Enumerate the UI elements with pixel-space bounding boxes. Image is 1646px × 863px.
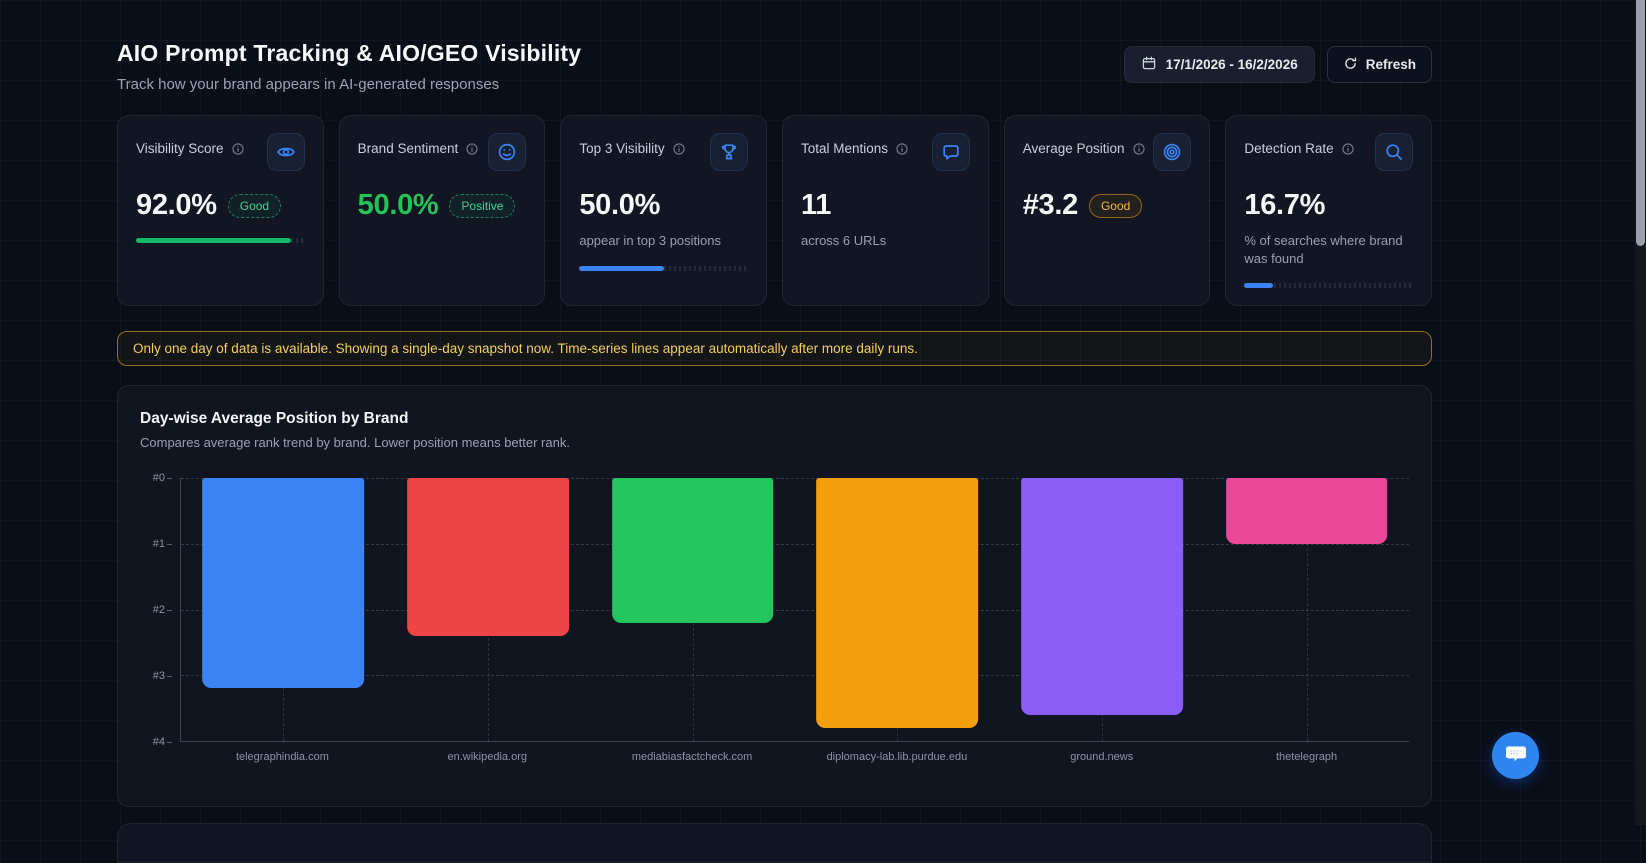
horizontal-gridline xyxy=(181,478,1409,480)
next-section-card xyxy=(117,823,1432,863)
chart-card: Day-wise Average Position by Brand Compa… xyxy=(117,385,1432,808)
metric-value: 92.0% xyxy=(136,189,217,221)
metric-label: Visibility Score xyxy=(136,141,224,156)
info-icon[interactable] xyxy=(895,142,909,156)
metric-card-visibility-score: Visibility Score 92.0% Good xyxy=(117,115,324,307)
bar-diplomacy-lab-lib-purdue-edu[interactable] xyxy=(816,478,979,728)
x-axis-label: en.wikipedia.org xyxy=(447,751,527,764)
bar-thetelegraph[interactable] xyxy=(1225,478,1388,544)
metric-value: 50.0% xyxy=(357,189,439,221)
chart-plot-area xyxy=(180,478,1409,743)
y-tick-label: #3 xyxy=(153,670,172,682)
bar-telegraphindia-com[interactable] xyxy=(202,478,365,689)
metric-label: Average Position xyxy=(1022,141,1125,156)
horizontal-gridline xyxy=(181,609,1409,611)
scrollbar-track[interactable] xyxy=(1635,0,1646,825)
chart-title: Day-wise Average Position by Brand xyxy=(140,410,409,428)
trophy-icon xyxy=(710,133,749,171)
refresh-icon xyxy=(1343,56,1358,74)
metric-value: 16.7% xyxy=(1244,189,1326,221)
dashboard: AIO Prompt Tracking & AIO/GEO Visibility… xyxy=(117,0,1433,863)
info-icon[interactable] xyxy=(672,142,686,156)
metric-subtitle: % of searches where brand was found xyxy=(1244,233,1403,266)
vertical-gridline xyxy=(1306,478,1308,742)
chat-fab-button[interactable] xyxy=(1492,732,1539,779)
x-axis-label: telegraphindia.com xyxy=(235,751,329,764)
metric-progress-bar xyxy=(579,265,749,271)
y-tick-label: #1 xyxy=(153,538,172,550)
metric-progress-bar xyxy=(1244,283,1414,289)
metric-label: Detection Rate xyxy=(1244,141,1334,156)
metric-progress-bar xyxy=(136,238,305,243)
info-icon[interactable] xyxy=(1132,142,1146,156)
x-axis: telegraphindia.com en.wikipedia.org mediab… xyxy=(180,751,1409,763)
metric-card-total-mentions: Total Mentions 11 across 6 URLs xyxy=(782,115,989,307)
metric-label: Top 3 Visibility xyxy=(579,141,665,156)
bar-ground-news[interactable] xyxy=(1021,478,1183,715)
metric-card-average-position: Average Position #3.2 Good xyxy=(1003,115,1211,307)
bar-mediabiasfactcheck-com[interactable] xyxy=(611,478,774,623)
metric-label: Total Mentions xyxy=(801,141,889,156)
refresh-label: Refresh xyxy=(1365,57,1416,72)
status-badge: Positive xyxy=(449,193,516,218)
page-subtitle: Track how your brand appears in AI-gener… xyxy=(117,76,500,93)
metric-value: 11 xyxy=(801,189,832,221)
page-title: AIO Prompt Tracking & AIO/GEO Visibility xyxy=(117,40,582,66)
metric-value: 50.0% xyxy=(579,189,661,221)
y-tick-label: #2 xyxy=(153,604,172,616)
calendar-icon xyxy=(1141,55,1157,74)
y-tick-label: #4 xyxy=(153,736,172,748)
page-header: AIO Prompt Tracking & AIO/GEO Visibility… xyxy=(117,40,1432,93)
metric-subtitle: appear in top 3 positions xyxy=(579,233,721,248)
x-axis-label: ground.news xyxy=(1070,751,1134,764)
bar-chart: #0 #1 #2 #3 #4 xyxy=(140,472,1409,748)
metric-label: Brand Sentiment xyxy=(357,141,459,156)
status-badge: Good xyxy=(1088,193,1143,218)
status-badge: Good xyxy=(227,193,282,218)
metric-subtitle: across 6 URLs xyxy=(801,233,887,248)
metric-card-detection-rate: Detection Rate 16.7% % of searches where … xyxy=(1225,115,1433,307)
page-header-text: AIO Prompt Tracking & AIO/GEO Visibility… xyxy=(117,40,581,93)
search-icon xyxy=(1375,133,1414,171)
header-actions: 17/1/2026 - 16/2/2026 Refresh xyxy=(1123,46,1432,83)
refresh-button[interactable]: Refresh xyxy=(1326,46,1432,83)
metric-value: #3.2 xyxy=(1022,189,1079,221)
metric-cards-row: Visibility Score 92.0% Good Brand Sentime… xyxy=(117,115,1433,307)
date-range-button[interactable]: 17/1/2026 - 16/2/2026 xyxy=(1123,46,1315,83)
metric-card-top-3-visibility: Top 3 Visibility 50.0% appear in top 3 po… xyxy=(560,115,768,307)
horizontal-gridline xyxy=(181,675,1409,677)
horizontal-gridline xyxy=(181,543,1409,545)
y-axis: #0 #1 #2 #3 #4 xyxy=(140,472,180,748)
metric-card-brand-sentiment: Brand Sentiment 50.0% Positive xyxy=(338,115,546,307)
scrollbar-thumb[interactable] xyxy=(1636,0,1645,246)
chat-bubble-icon xyxy=(1503,740,1529,771)
bar-en-wikipedia-org[interactable] xyxy=(407,478,569,636)
x-axis-label: diplomacy-lab.lib.purdue.edu xyxy=(826,751,968,764)
eye-icon xyxy=(266,133,305,171)
date-range-label: 17/1/2026 - 16/2/2026 xyxy=(1165,57,1298,72)
x-axis-label: thetelegraph xyxy=(1275,751,1338,764)
chart-subtitle: Compares average rank trend by brand. Lo… xyxy=(140,435,570,451)
single-day-notice-banner: Only one day of data is available. Showi… xyxy=(117,331,1432,367)
chat-icon xyxy=(931,133,970,171)
target-icon xyxy=(1153,133,1192,171)
info-icon[interactable] xyxy=(465,142,479,156)
x-axis-label: mediabiasfactcheck.com xyxy=(631,751,753,764)
info-icon[interactable] xyxy=(1341,142,1355,156)
y-tick-label: #0 xyxy=(153,472,172,484)
info-icon[interactable] xyxy=(231,142,245,156)
smiley-icon xyxy=(488,133,527,171)
